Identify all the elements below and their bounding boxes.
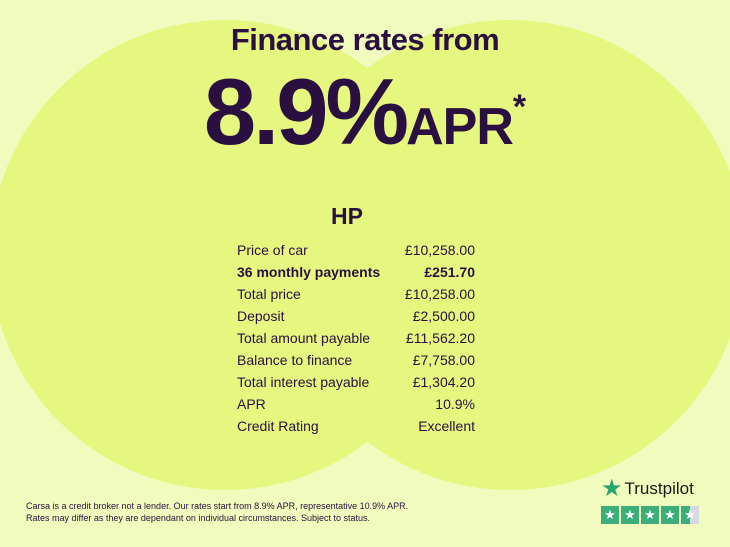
apr-label: APR [406, 98, 514, 156]
disclaimer-line-1: Carsa is a credit broker not a lender. O… [26, 501, 409, 511]
star-icon: ★ [601, 475, 623, 502]
rating-star-icon: ★ [641, 506, 659, 524]
table-row: Balance to finance £7,758.00 [237, 349, 475, 371]
row-label: APR [237, 396, 266, 412]
rating-star-icon: ★ [621, 506, 639, 524]
rating-star-icon: ★ [661, 506, 679, 524]
row-label: Balance to finance [237, 352, 353, 368]
row-value: £10,258.00 [404, 286, 475, 302]
row-label: Credit Rating [237, 418, 319, 434]
background-circle-right [275, 20, 730, 490]
rate-value: 8.9% [203, 59, 409, 164]
row-value: Excellent [418, 418, 475, 434]
row-label: 36 monthly payments [237, 264, 381, 280]
headline-title: Finance rates from [230, 22, 500, 57]
row-value: 10.9% [435, 396, 475, 412]
table-row: Deposit £2,500.00 [237, 305, 475, 327]
row-label: Total interest payable [237, 374, 370, 390]
rating-half-star-icon: ★ [681, 506, 699, 524]
disclaimer-line-2: Rates may differ as they are dependant o… [26, 513, 371, 523]
row-value: £10,258.00 [404, 242, 475, 258]
finance-table: Price of car £10,258.00 36 monthly payment… [237, 239, 475, 437]
table-row: Total amount payable £11,562.20 [237, 327, 475, 349]
disclaimer: Carsa is a credit broker not a lender. O… [26, 500, 408, 524]
row-value: £11,562.20 [405, 330, 475, 346]
row-value: £1,304.20 [412, 374, 475, 390]
asterisk: * [512, 88, 527, 126]
rating-star-icon: ★ [601, 506, 619, 524]
headline-rate: 8.9%APR* [0, 58, 730, 166]
table-row: 36 monthly payments £251.70 [237, 261, 475, 283]
row-value: £251.70 [424, 264, 475, 280]
trustpilot-badge[interactable]: ★ Trustpilot ★ ★ ★ ★ ★ [601, 474, 699, 524]
table-row: Total price £10,258.00 [237, 283, 475, 305]
row-label: Deposit [237, 308, 285, 324]
table-row: Credit Rating Excellent [237, 415, 475, 437]
row-value: £7,758.00 [412, 352, 475, 368]
table-row: APR 10.9% [237, 393, 475, 415]
table-row: Price of car £10,258.00 [237, 239, 475, 261]
trustpilot-name: Trustpilot [624, 478, 694, 498]
table-row: Total interest payable £1,304.20 [237, 371, 475, 393]
row-label: Price of car [237, 242, 308, 258]
row-label: Total amount payable [237, 330, 371, 346]
trustpilot-rating: ★ ★ ★ ★ ★ [601, 506, 699, 524]
product-title: HP [331, 203, 363, 229]
row-value: £2,500.00 [412, 308, 475, 324]
row-label: Total price [237, 286, 301, 302]
